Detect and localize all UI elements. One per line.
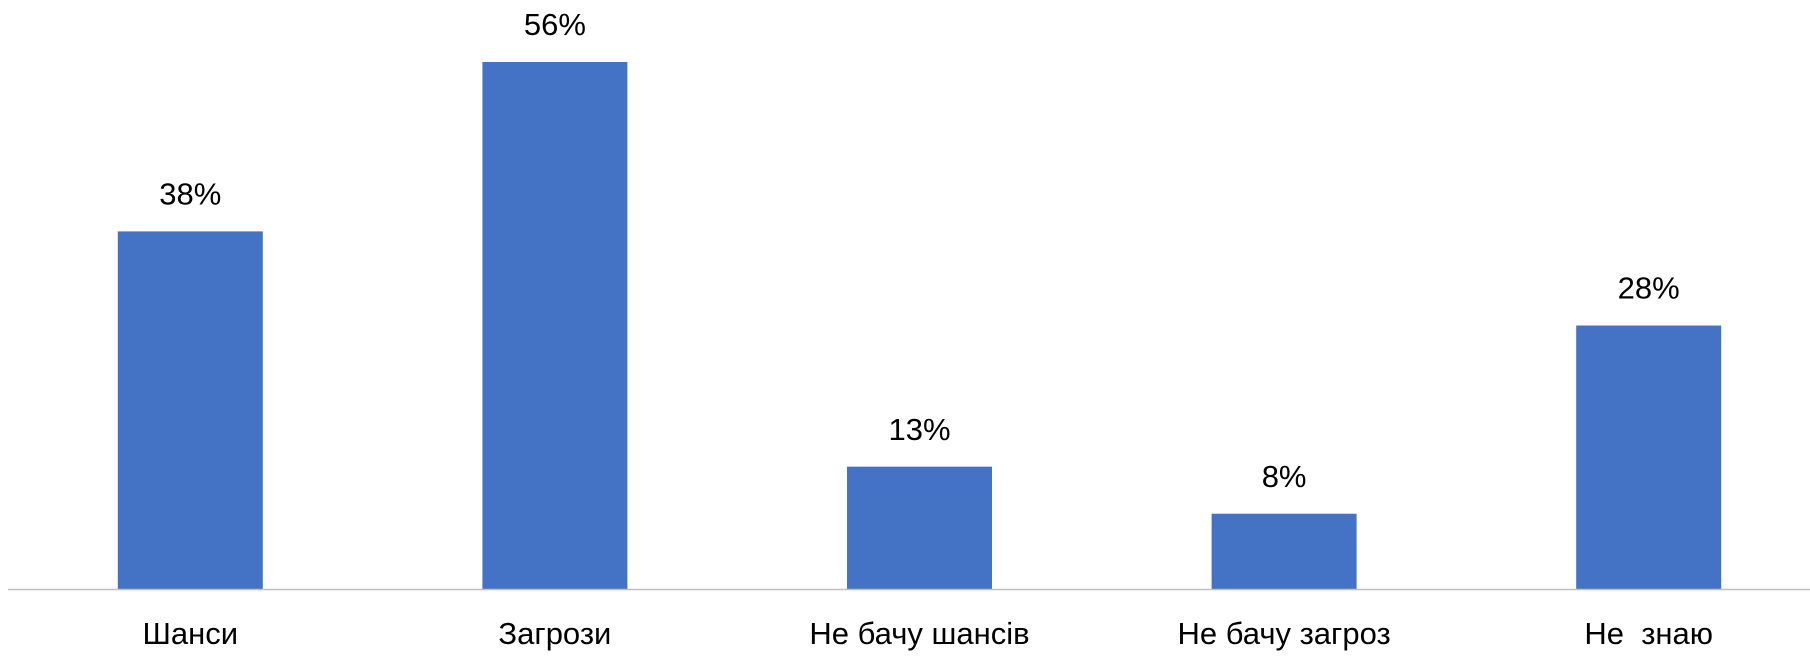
bar	[1211, 513, 1357, 589]
bar	[847, 466, 992, 589]
bar	[482, 62, 628, 589]
data-label: 38%	[159, 177, 221, 212]
data-label: 13%	[888, 412, 950, 447]
data-label: 56%	[524, 7, 586, 42]
bar	[117, 231, 263, 589]
x-tick-label: Не бачу шансів	[809, 616, 1029, 651]
x-tick-label: Не бачу загроз	[1177, 616, 1390, 651]
x-tick-label: Не знаю	[1584, 616, 1713, 651]
x-tick-label: Загрози	[498, 616, 611, 651]
data-label: 8%	[1262, 459, 1307, 494]
x-tick-label: Шанси	[143, 616, 239, 651]
bar	[1576, 325, 1722, 589]
data-label: 28%	[1618, 271, 1680, 306]
